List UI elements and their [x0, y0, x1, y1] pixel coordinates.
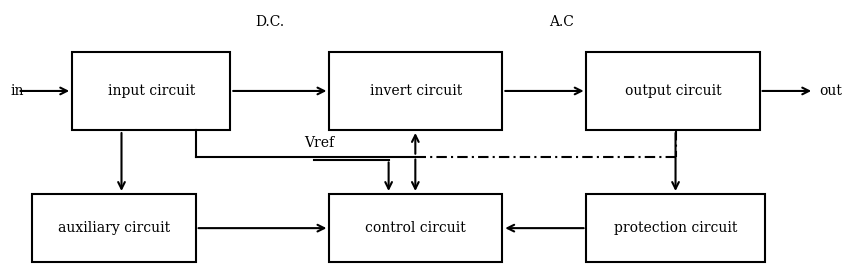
- Text: invert circuit: invert circuit: [370, 84, 462, 98]
- Text: D.C.: D.C.: [255, 15, 285, 29]
- Text: auxiliary circuit: auxiliary circuit: [58, 221, 170, 235]
- Text: output circuit: output circuit: [625, 84, 722, 98]
- Text: control circuit: control circuit: [366, 221, 466, 235]
- Text: protection circuit: protection circuit: [614, 221, 737, 235]
- Text: input circuit: input circuit: [108, 84, 195, 98]
- Text: out: out: [819, 84, 842, 98]
- Bar: [72, 52, 230, 130]
- Text: in: in: [11, 84, 24, 98]
- Bar: [329, 194, 502, 262]
- Bar: [329, 52, 502, 130]
- Bar: [586, 52, 760, 130]
- Bar: [32, 194, 196, 262]
- Bar: [586, 194, 764, 262]
- Text: Vref: Vref: [304, 136, 335, 150]
- Text: A.C: A.C: [549, 15, 575, 29]
